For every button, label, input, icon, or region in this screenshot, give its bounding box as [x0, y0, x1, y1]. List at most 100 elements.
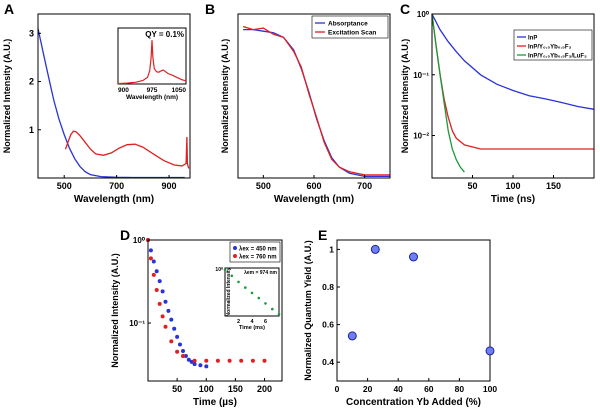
panel-D-series-2-point [227, 358, 232, 363]
panel-E-ylabel: Normalized Quantum Yield (A.U.) [303, 240, 313, 381]
panel-D-legend [229, 241, 281, 263]
panel-D-series-1-point [186, 357, 191, 362]
panel-D-inset-legend-label: λem = 974 nm [244, 270, 277, 276]
panel-B-xtick-label: 700 [357, 181, 372, 191]
panel-E-point [347, 331, 357, 341]
panel-D-xtick-label: 50 [172, 384, 182, 394]
panel-E-xtick-label: 80 [455, 384, 465, 394]
panel-A-inset-xlabel: Wavelength (nm) [126, 94, 178, 101]
panel-D-series-1-point [163, 299, 168, 304]
panel-D-series-2-point [181, 354, 185, 358]
panel-D-series-1-point [192, 362, 197, 367]
panel-E-point [409, 252, 418, 262]
panel-B-series-1-line [243, 28, 390, 178]
panel-D-legend-label: λex = 450 nm [239, 247, 277, 253]
panel-B-series-2-line [242, 25, 390, 176]
panel-D-series-2-point [239, 358, 244, 363]
panel-D-xtick-label: 200 [257, 384, 272, 394]
panel-D-ytick-label: 10⁰ [133, 236, 146, 245]
panel-D-series-1-point [181, 349, 185, 353]
panel-D-inset-point [264, 302, 267, 305]
panel-A-xtick-label: 900 [162, 181, 177, 191]
panel-B-legend-label: Absorptance [328, 21, 368, 28]
panel-C-legend-label: InP/Y₀.₅Yb₀.₅F₃ [528, 45, 572, 51]
panel-C-xlabel: Time (ns) [491, 194, 535, 205]
panel-B-xtick-label: 600 [306, 181, 321, 191]
panel-A-ytick-label: 1 [29, 125, 34, 135]
panel-E-xtick-label: 60 [424, 384, 434, 394]
panel-D-inset-xtick-label: 4 [250, 319, 254, 325]
panel-D-inset-point [230, 274, 234, 278]
panel-C-xtick-label: 150 [546, 181, 561, 191]
panel-D-series-1-point [172, 326, 177, 331]
panel-D-series-2-point [151, 272, 156, 277]
panel-D-series-2-point [215, 358, 220, 363]
panel-E-axes [336, 239, 491, 382]
panel-E-ytick-label: 0.8 [322, 282, 334, 292]
panel-A-ytick-label: 3 [29, 28, 34, 38]
panel-D-series-1-point [198, 363, 203, 368]
panel-D-inset-xlabel: Time (ms) [239, 325, 265, 331]
panel-A-ytick-label: 2 [29, 77, 34, 87]
panel-B-xtick-label: 500 [256, 181, 271, 191]
panel-D-series-2-point [204, 358, 209, 363]
panel-D-series-1-point [183, 354, 188, 358]
panel-D-inset-point [257, 296, 261, 300]
panel-C-series-1-line [431, 13, 595, 110]
panel-E-ytick-label: 1 [329, 244, 334, 254]
panel-D-series-2-point [192, 358, 197, 363]
panel-D-inset-point [237, 280, 240, 284]
panel-E-xtick-label: 100 [483, 384, 497, 394]
panel-D-xtick-label: 100 [199, 384, 214, 394]
panel-A-xtick-label: 500 [57, 181, 72, 191]
panel-D-inset-point [244, 286, 247, 289]
panel-D-inset-point [271, 307, 274, 311]
panel-E-ytick-label: 0.6 [322, 320, 334, 330]
panel-A-inset-annotation: QY = 0.1% [145, 30, 184, 39]
panel-B-letter: B [205, 1, 215, 17]
panel-A-inset-xtick-label: 975 [147, 87, 158, 94]
panel-C-series-3-line [431, 13, 465, 173]
panel-E-letter: E [318, 227, 327, 243]
panel-D-inset-point [223, 268, 227, 272]
panel-D-series-2-point [160, 314, 165, 319]
panel-D-inset-ylabel: Normalized Intensity [226, 267, 232, 316]
panel-E-xlabel: Concentration Yb Added (%) [346, 397, 481, 408]
panel-D-ylabel: Normalized Intensity (A.U.) [110, 253, 120, 368]
panel-D-series-2-point [148, 256, 153, 261]
panel-D-inset-xtick-label: 6 [264, 319, 267, 325]
panel-D-axes [147, 239, 283, 382]
panel-A-inset-xtick-label: 1050 [172, 87, 187, 94]
panel-D-inset-ytick-label: 10⁰ [215, 267, 223, 273]
panel-A-inset-axes [117, 27, 187, 85]
panel-B-legend-label: Excitation Scan [328, 30, 376, 37]
panel-D-series-1-point [175, 334, 180, 339]
panel-C-ytick-label: 10⁰ [417, 10, 430, 19]
panel-D-series-2-point [250, 358, 255, 363]
panel-D-series-1-point [151, 259, 156, 264]
panel-D-series-1-point [148, 248, 153, 253]
panel-D-legend-swatch [233, 246, 237, 250]
panel-D-series-2-point [163, 324, 168, 329]
panel-A-ylabel: Normalized Intensity (A.U.) [2, 39, 12, 154]
panel-A-axes [37, 13, 191, 179]
panel-E-point [485, 346, 495, 356]
panel-E-point [370, 244, 380, 254]
panel-C-legend-label: InP [528, 36, 537, 42]
panel-D-xtick-label: 150 [228, 384, 243, 394]
panel-A-xlabel: Wavelength (nm) [74, 194, 154, 205]
panel-D-letter: D [120, 227, 130, 243]
panel-D-series-2-point [262, 358, 267, 363]
panel-D-series-1-point [166, 308, 171, 313]
panel-E-xtick-label: 40 [393, 384, 403, 394]
panel-C-xtick-label: 50 [467, 181, 477, 191]
panel-D-series-1-point [154, 269, 159, 274]
panel-B-legend [311, 15, 389, 39]
panel-A-inset-xtick-label: 900 [118, 87, 129, 94]
panel-C-legend-label: InP/Y₀.₅Yb₀.₅F₃/LuF₃ [528, 54, 587, 60]
panel-E-ytick-label: 0.4 [322, 357, 334, 367]
panel-A-inset-series-line [117, 40, 187, 85]
panel-D-series-1-point [160, 289, 165, 294]
panel-D-series-2-point [154, 288, 159, 292]
